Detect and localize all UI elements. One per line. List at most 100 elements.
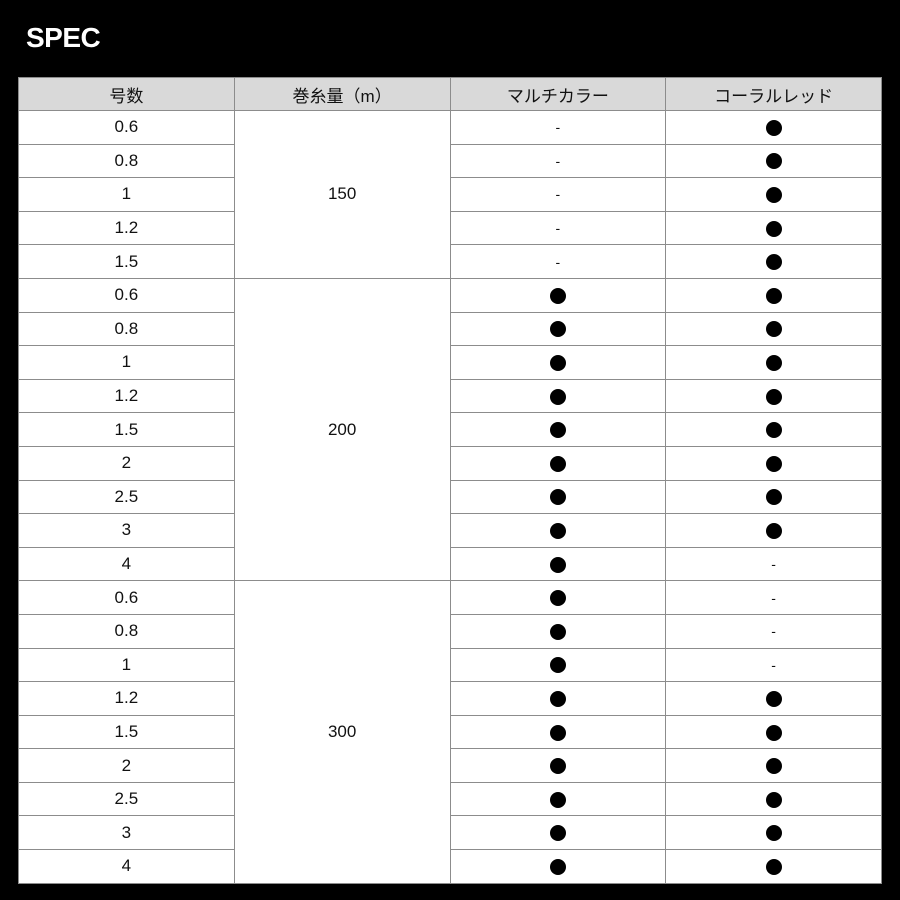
coral-red-cell: -: [665, 647, 882, 683]
coral-red-cell: [665, 513, 882, 548]
unavailable-dash: -: [555, 119, 561, 136]
size-cell: 1.5: [18, 244, 235, 279]
multicolor-cell: [449, 748, 667, 783]
coral-red-cell: [665, 210, 882, 246]
size-cell: 1.2: [18, 681, 235, 716]
available-dot-icon: [549, 791, 566, 808]
table-row: 0.6 300 -: [18, 580, 882, 884]
available-dot-icon: [549, 354, 566, 371]
size-cell: 2: [18, 445, 235, 481]
available-dot-icon: [765, 220, 782, 237]
available-dot-icon: [765, 791, 782, 808]
available-dot-icon: [549, 489, 566, 506]
coral-red-cell: [665, 378, 882, 414]
table-row: 0.6 200: [18, 277, 882, 582]
available-dot-icon: [549, 287, 566, 304]
coral-red-cell: [665, 748, 882, 783]
available-dot-icon: [765, 825, 782, 842]
available-dot-icon: [549, 690, 566, 707]
multicolor-cell: [449, 849, 667, 884]
available-dot-icon: [549, 657, 566, 674]
length-cell: 150: [233, 110, 451, 279]
coral-red-cell: [665, 244, 882, 279]
multicolor-cell: -: [449, 177, 667, 212]
coral-red-cell: [665, 849, 882, 884]
unavailable-dash: -: [771, 623, 776, 640]
table-row: 1.2 -: [18, 210, 882, 246]
coral-red-cell: [665, 681, 882, 716]
size-cell: 1: [18, 177, 235, 212]
table-row: 2.5: [18, 781, 882, 817]
size-cell: 2.5: [18, 781, 235, 817]
table-row: 2.5: [18, 479, 882, 515]
size-cell: 0.6: [18, 277, 235, 313]
available-dot-icon: [549, 388, 566, 405]
available-dot-icon: [765, 758, 782, 775]
unavailable-dash: -: [555, 186, 561, 203]
coral-red-cell: [665, 345, 882, 380]
multicolor-cell: [449, 445, 667, 481]
available-dot-icon: [765, 287, 782, 304]
available-dot-icon: [549, 590, 566, 607]
size-cell: 4: [18, 546, 235, 582]
table-row: 2: [18, 748, 882, 783]
available-dot-icon: [765, 724, 782, 741]
coral-red-cell: [665, 311, 882, 347]
unavailable-dash: -: [555, 152, 561, 169]
table-row: 4-: [18, 546, 882, 582]
multicolor-cell: [449, 781, 667, 817]
table-row: 3: [18, 815, 882, 851]
unavailable-dash: -: [771, 589, 776, 606]
multicolor-cell: [449, 714, 667, 750]
available-dot-icon: [549, 422, 566, 439]
multicolor-cell: -: [449, 244, 667, 279]
header-length: 巻糸量（m）: [233, 77, 451, 111]
multicolor-cell: [449, 546, 667, 582]
available-dot-icon: [765, 522, 782, 539]
available-dot-icon: [765, 321, 782, 338]
size-cell: 0.8: [18, 613, 235, 649]
coral-red-cell: [665, 177, 882, 212]
multicolor-cell: [449, 412, 667, 447]
multicolor-cell: -: [449, 143, 667, 179]
available-dot-icon: [549, 758, 566, 775]
coral-red-cell: [665, 815, 882, 851]
available-dot-icon: [765, 422, 782, 439]
size-cell: 0.6: [18, 110, 235, 145]
size-cell: 2.5: [18, 479, 235, 515]
multicolor-cell: [449, 580, 667, 615]
multicolor-cell: [449, 311, 667, 347]
available-dot-icon: [549, 724, 566, 741]
size-cell: 3: [18, 815, 235, 851]
table-row: 3: [18, 513, 882, 548]
multicolor-cell: [449, 613, 667, 649]
available-dot-icon: [765, 690, 782, 707]
unavailable-dash: -: [771, 556, 776, 573]
size-cell: 1.5: [18, 412, 235, 447]
size-cell: 0.8: [18, 143, 235, 179]
multicolor-cell: -: [449, 210, 667, 246]
available-dot-icon: [549, 321, 566, 338]
multicolor-cell: [449, 479, 667, 515]
available-dot-icon: [765, 119, 782, 136]
coral-red-cell: [665, 277, 882, 313]
multicolor-cell: [449, 815, 667, 851]
available-dot-icon: [549, 623, 566, 640]
coral-red-cell: [665, 714, 882, 750]
header-row: 号数 巻糸量（m） マルチカラー コーラルレッド: [18, 77, 882, 111]
available-dot-icon: [765, 489, 782, 506]
table-row: 1.2: [18, 681, 882, 716]
table-row: 1-: [18, 177, 882, 212]
table-row: 1.2: [18, 378, 882, 414]
available-dot-icon: [765, 388, 782, 405]
multicolor-cell: [449, 681, 667, 716]
coral-red-cell: [665, 412, 882, 447]
table-row: 1.5 -: [18, 244, 882, 279]
spec-table: 号数 巻糸量（m） マルチカラー コーラルレッド 0.6 150-0.8-1-1.…: [18, 77, 882, 884]
available-dot-icon: [765, 153, 782, 170]
multicolor-cell: [449, 647, 667, 683]
header-multicolor: マルチカラー: [449, 77, 667, 111]
available-dot-icon: [549, 556, 566, 573]
available-dot-icon: [765, 187, 782, 203]
page-title: SPEC: [26, 22, 101, 53]
